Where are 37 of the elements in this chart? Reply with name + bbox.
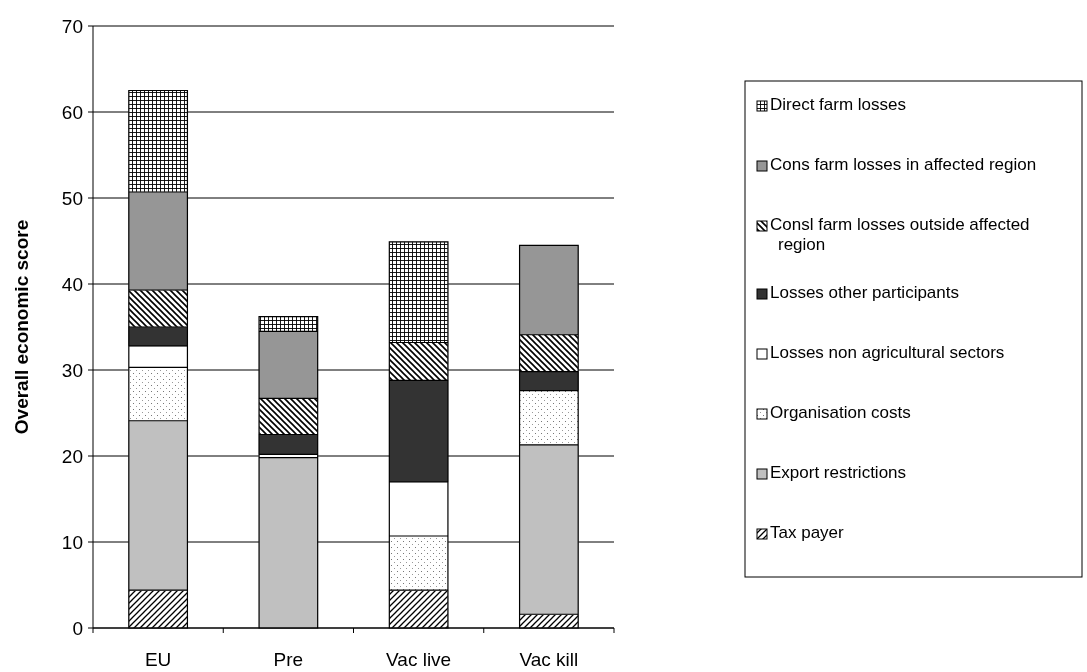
bar <box>518 390 579 446</box>
legend-label: Consl farm losses outside affected region <box>770 215 1030 254</box>
bar <box>388 241 449 344</box>
y-tick-label: 10 <box>61 531 83 553</box>
legend-label: Tax payer <box>770 523 845 542</box>
y-tick-label: 20 <box>61 445 83 467</box>
legend-label: Losses other participants <box>770 283 959 302</box>
x-tick-label: Vac kill <box>519 649 579 670</box>
bar <box>128 366 189 422</box>
legend-label: Organisation costs <box>770 403 911 422</box>
bar <box>128 420 189 591</box>
bar <box>518 444 579 615</box>
bar <box>128 89 189 193</box>
bar <box>518 371 579 392</box>
y-tick-label: 0 <box>72 617 83 639</box>
bar <box>128 589 189 629</box>
y-tick-label: 40 <box>61 273 83 295</box>
y-tick-label: 30 <box>61 359 83 381</box>
bar <box>258 433 319 455</box>
legend-label: Direct farm losses <box>770 95 907 114</box>
y-axis-title: Overall economic score <box>11 219 32 435</box>
y-tick-label: 50 <box>61 187 83 209</box>
bar <box>258 457 319 629</box>
x-tick-label: Pre <box>273 649 304 670</box>
bar <box>388 341 449 381</box>
bar <box>128 289 189 328</box>
legend-label: Export restrictions <box>770 463 907 482</box>
bar <box>388 379 449 483</box>
bar <box>128 191 189 291</box>
y-tick-label: 60 <box>61 101 83 123</box>
x-tick-label: Vac live <box>386 649 452 670</box>
y-tick-label: 70 <box>61 15 83 37</box>
legend-label: Cons farm losses in affected region <box>770 155 1037 174</box>
legend-label: Losses non agricultural sectors <box>770 343 1005 362</box>
bar <box>388 535 449 591</box>
bar <box>388 589 449 629</box>
x-tick-label: EU <box>144 649 172 670</box>
